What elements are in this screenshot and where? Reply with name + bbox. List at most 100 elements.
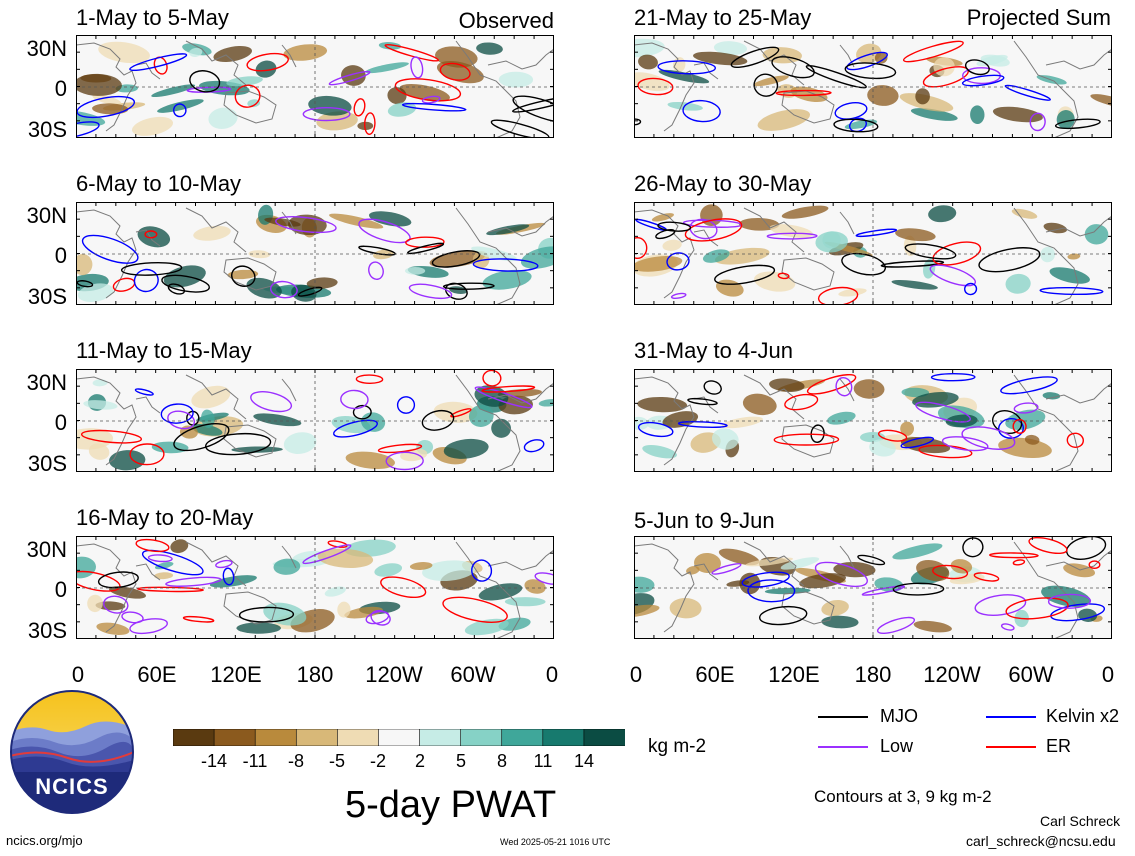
anomaly-blob	[1011, 208, 1038, 219]
coastline	[487, 215, 554, 237]
wave-contour	[136, 586, 205, 593]
panel-title-4: 16-May to 20-May	[76, 505, 254, 530]
colorbar-swatch	[378, 728, 421, 747]
anomaly-blob	[923, 258, 936, 279]
anomaly-blob	[915, 88, 930, 105]
wave-contour	[682, 99, 721, 123]
lon-label: 0	[71, 662, 85, 687]
anomaly-blob	[769, 224, 814, 238]
wave-contour	[775, 89, 832, 97]
wave-contour	[410, 56, 424, 79]
wave-contour	[777, 272, 790, 280]
anomaly-blob	[213, 45, 253, 63]
contour-note: Contours at 3, 9 kg m-2	[814, 787, 992, 806]
anomaly-blob	[87, 594, 103, 613]
anomaly-blob	[365, 62, 409, 74]
legend-label-er: ER	[1046, 736, 1072, 756]
panel-title-3: 11-May to 15-May	[76, 338, 252, 363]
anomaly-blob	[853, 379, 885, 399]
wave-contour	[900, 436, 935, 449]
anomaly-blob	[491, 418, 511, 438]
wave-contour	[250, 391, 293, 413]
wave-contour	[784, 393, 819, 411]
wave-contour	[741, 571, 790, 588]
wave-contour	[405, 236, 445, 248]
map-panel-6	[634, 202, 1112, 305]
anomaly-blob	[369, 211, 412, 227]
footer-url[interactable]: ncics.org/mjo	[6, 833, 83, 848]
panel-frame	[76, 35, 554, 138]
colorbar-tick: 8	[496, 751, 508, 771]
colorbar-swatch	[542, 728, 585, 747]
wave-contour	[855, 228, 898, 238]
coastline	[1013, 207, 1079, 305]
wave-contour	[135, 538, 170, 553]
wave-contour	[1012, 418, 1027, 434]
anomaly-blob	[329, 213, 384, 229]
map-panel-7	[634, 369, 1112, 472]
wave-contour	[846, 51, 888, 71]
anomaly-blob	[131, 116, 174, 136]
wave-contour	[129, 53, 188, 72]
colorbar-swatch	[583, 728, 626, 747]
colorbar-tick: -11	[242, 751, 268, 771]
anomaly-blob	[844, 119, 878, 130]
lon-label: 60W	[450, 662, 496, 687]
anomaly-blob	[306, 277, 338, 289]
wave-contour	[634, 237, 648, 259]
coastline	[839, 378, 855, 402]
coastline	[185, 374, 247, 420]
wave-contour	[121, 611, 144, 624]
colorbar-tick: -5	[328, 751, 346, 771]
coastline	[781, 424, 835, 458]
coastline	[839, 44, 855, 68]
anomaly-blob	[170, 539, 189, 554]
colorbar-swatch	[295, 728, 339, 747]
wave-contour	[684, 218, 743, 242]
legend-line-low	[818, 746, 868, 748]
colorbar-swatch	[337, 728, 380, 747]
coastline	[839, 545, 855, 569]
wave-contour	[961, 74, 1005, 87]
coastline	[76, 42, 137, 132]
map-panel-3	[76, 369, 554, 472]
wave-contour	[670, 292, 687, 300]
coastline	[1045, 549, 1112, 571]
panel-title-1: 1-May to 5-May	[76, 5, 229, 30]
lat-label-30n: 30N	[26, 36, 67, 61]
lat-label-eq: 0	[54, 577, 67, 602]
wave-contour	[160, 403, 194, 424]
colorbar-tick: 2	[414, 751, 426, 771]
wave-contour	[844, 62, 897, 80]
wave-contour	[408, 283, 453, 300]
anomaly-blob	[642, 445, 677, 459]
colorbar-unit: kg m-2	[648, 736, 707, 757]
wave-contour	[892, 582, 945, 596]
wave-contour	[766, 232, 818, 240]
wave-contour	[103, 595, 129, 614]
anomaly-blob	[634, 604, 660, 618]
wave-contour	[876, 616, 916, 634]
anomaly-blob	[109, 450, 146, 471]
lon-label: 120E	[768, 662, 820, 687]
wave-contour	[1054, 118, 1101, 130]
lon-label: 180	[854, 662, 892, 687]
panel-tag-observed: Observed	[458, 8, 554, 33]
anomaly-blob	[345, 451, 395, 469]
wave-contour	[1012, 559, 1026, 566]
colorbar-swatch	[501, 728, 544, 747]
lat-label-eq: 0	[54, 410, 67, 435]
panel-frame	[76, 202, 554, 305]
lon-label: 120W	[923, 662, 981, 687]
coastline	[281, 44, 297, 68]
panel-title-7: 31-May to 4-Jun	[634, 338, 793, 363]
wave-contour	[637, 421, 674, 438]
coastline	[455, 541, 521, 639]
wave-contour	[165, 576, 222, 587]
coastline	[185, 40, 247, 86]
footer-email[interactable]: carl_schreck@ncsu.edu	[966, 833, 1116, 849]
anomaly-blob	[316, 111, 358, 131]
legend-label-low: Low	[880, 736, 914, 756]
wave-contour	[677, 420, 728, 429]
anomaly-blob	[933, 57, 955, 77]
